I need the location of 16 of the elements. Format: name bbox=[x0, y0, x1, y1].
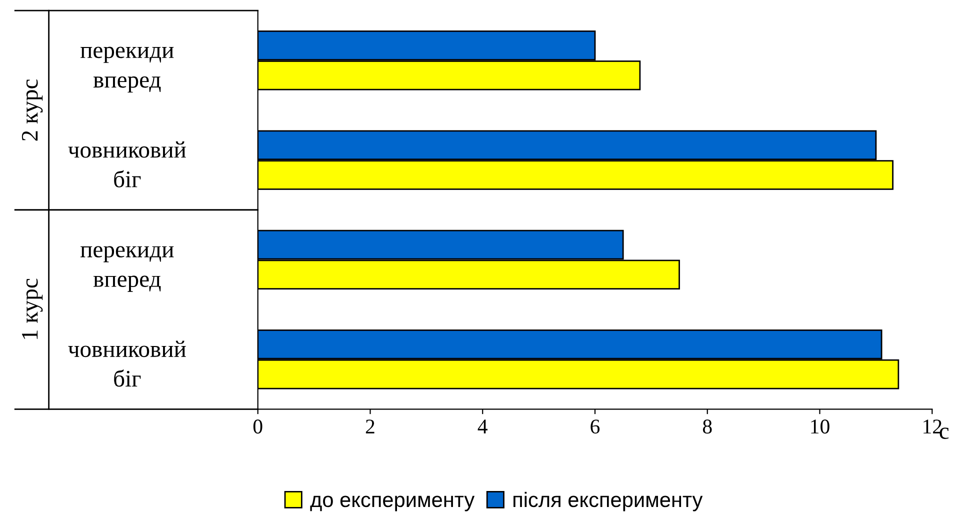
y-tick-label: човниковий біг bbox=[68, 141, 186, 188]
x-tick-label: 4 bbox=[478, 420, 488, 434]
text: 2 курс bbox=[22, 79, 43, 141]
y-tick-label: перекиди вперед bbox=[80, 246, 174, 292]
x-axis-title: с bbox=[940, 428, 949, 440]
legend-label: до експерименту bbox=[310, 496, 475, 512]
text: 1 курс bbox=[22, 278, 43, 339]
x-tick-label: 10 bbox=[811, 420, 830, 434]
y-tick-label: перекиди вперед bbox=[80, 46, 174, 93]
x-tick-label: 8 bbox=[702, 420, 712, 434]
x-tick-label: 6 bbox=[590, 420, 600, 434]
x-tick-label: 0 bbox=[253, 420, 262, 434]
y-tick-label: човниковий біг bbox=[68, 340, 186, 387]
legend-label: після експерименту bbox=[514, 492, 703, 512]
x-tick-label: 2 bbox=[366, 420, 374, 434]
x-tick-label: 12 bbox=[924, 420, 942, 434]
